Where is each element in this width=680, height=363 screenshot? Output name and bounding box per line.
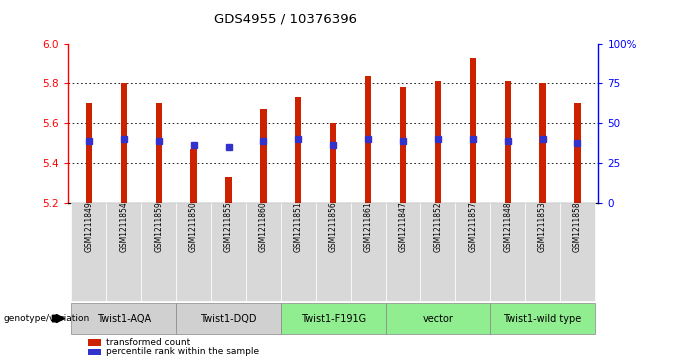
Text: GDS4955 / 10376396: GDS4955 / 10376396 bbox=[214, 13, 357, 26]
Text: GSM1211854: GSM1211854 bbox=[119, 201, 129, 252]
Bar bbox=[400, 87, 406, 203]
Text: Twist1-AQA: Twist1-AQA bbox=[97, 314, 151, 323]
Text: GSM1211857: GSM1211857 bbox=[469, 201, 477, 252]
Bar bbox=[260, 110, 267, 203]
Text: GSM1211858: GSM1211858 bbox=[573, 202, 582, 252]
Bar bbox=[190, 150, 197, 203]
Text: GSM1211860: GSM1211860 bbox=[259, 201, 268, 252]
Text: GSM1211851: GSM1211851 bbox=[294, 202, 303, 252]
Text: GSM1211861: GSM1211861 bbox=[364, 202, 373, 252]
Bar bbox=[470, 58, 476, 203]
Bar bbox=[330, 123, 337, 203]
Text: genotype/variation: genotype/variation bbox=[3, 314, 90, 323]
Bar bbox=[365, 76, 371, 203]
Bar bbox=[156, 103, 162, 203]
Bar bbox=[295, 97, 301, 203]
Text: GSM1211850: GSM1211850 bbox=[189, 201, 198, 252]
Text: percentile rank within the sample: percentile rank within the sample bbox=[106, 347, 259, 356]
Text: GSM1211855: GSM1211855 bbox=[224, 201, 233, 252]
Bar bbox=[575, 103, 581, 203]
Text: transformed count: transformed count bbox=[106, 338, 190, 347]
Bar bbox=[120, 83, 127, 203]
Text: Twist1-DQD: Twist1-DQD bbox=[201, 314, 257, 323]
Bar bbox=[539, 83, 546, 203]
Text: GSM1211856: GSM1211856 bbox=[328, 201, 338, 252]
Bar bbox=[435, 82, 441, 203]
Text: Twist1-wild type: Twist1-wild type bbox=[503, 314, 581, 323]
Text: GSM1211853: GSM1211853 bbox=[538, 201, 547, 252]
Text: GSM1211847: GSM1211847 bbox=[398, 201, 407, 252]
Text: Twist1-F191G: Twist1-F191G bbox=[301, 314, 366, 323]
Text: GSM1211859: GSM1211859 bbox=[154, 201, 163, 252]
Text: GSM1211848: GSM1211848 bbox=[503, 202, 512, 252]
Bar bbox=[86, 103, 92, 203]
Text: vector: vector bbox=[422, 314, 454, 323]
Text: GSM1211849: GSM1211849 bbox=[84, 201, 93, 252]
Bar bbox=[225, 177, 232, 203]
Text: GSM1211852: GSM1211852 bbox=[433, 202, 443, 252]
Bar bbox=[505, 82, 511, 203]
